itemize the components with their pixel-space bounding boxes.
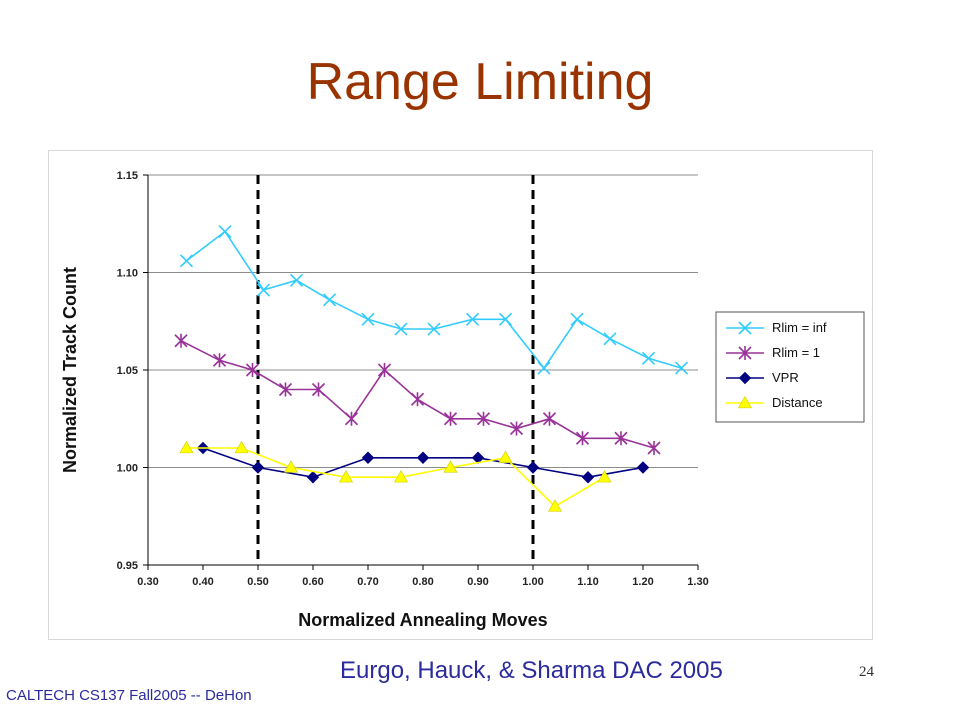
data-point (212, 353, 227, 368)
data-point (361, 312, 375, 326)
data-point (234, 440, 249, 454)
data-point (443, 411, 458, 426)
legend-entry-label: VPR (772, 370, 799, 385)
series-distance (179, 440, 612, 512)
reference-lines (256, 175, 535, 565)
chart-frame: 0.95 1.00 1.05 1.10 1.15 0.30 0.40 0.50 0.60 0.70… (48, 150, 873, 640)
data-point (394, 322, 408, 336)
data-point (427, 322, 441, 336)
data-point (322, 293, 337, 307)
data-point (547, 499, 563, 512)
data-point (443, 460, 458, 473)
data-point (251, 461, 265, 474)
series-rlim-1 (174, 333, 661, 455)
legend-entry-label: Distance (772, 395, 823, 410)
data-point (575, 431, 590, 446)
gridlines (148, 174, 698, 566)
series-rlim-inf (179, 224, 689, 375)
line-chart: 0.95 1.00 1.05 1.10 1.15 0.30 0.40 0.50 0.60 0.70… (48, 150, 873, 640)
data-point (338, 470, 354, 483)
data-point (410, 392, 425, 407)
data-point (641, 351, 656, 365)
x-tick-label: 1.20 (632, 576, 653, 588)
data-point (542, 411, 557, 426)
slide-title: Range Limiting (306, 53, 654, 111)
data-point (581, 471, 595, 484)
x-axis-label: Normalized Annealing Moves (298, 610, 547, 630)
data-point (537, 361, 551, 375)
axes: 0.95 1.00 1.05 1.10 1.15 0.30 0.40 0.50 0.60 0.70… (117, 170, 709, 588)
legend-entry-label: Rlim = 1 (772, 345, 820, 360)
y-tick-label: 1.15 (117, 170, 138, 182)
series-vpr (196, 441, 650, 484)
data-point (361, 451, 375, 464)
y-tick-label: 1.10 (117, 268, 138, 280)
citation: Eurgo, Hauck, & Sharma DAC 2005 (340, 657, 723, 684)
x-tick-label: 0.50 (247, 576, 268, 588)
data-point (603, 332, 617, 346)
series-layer (174, 224, 689, 512)
data-point (647, 441, 661, 455)
data-point (498, 450, 513, 463)
x-tick-label: 0.60 (302, 576, 323, 588)
legend: Rlim = inf Rlim = 1 VPR Distance (715, 311, 865, 423)
y-tick-label: 1.05 (117, 365, 138, 377)
data-point (377, 363, 392, 377)
x-tick-label: 0.80 (412, 576, 433, 588)
data-point (393, 470, 409, 483)
data-point (498, 312, 513, 326)
data-point (245, 363, 260, 377)
y-axis-label: Normalized Track Count (60, 267, 80, 473)
data-point (289, 273, 304, 287)
x-tick-label: 0.40 (192, 576, 213, 588)
y-tick-label: 1.00 (117, 463, 138, 475)
y-tick-label: 0.95 (117, 560, 138, 572)
data-point (597, 470, 612, 483)
data-point (614, 431, 628, 446)
data-point (179, 254, 194, 268)
data-point (278, 382, 293, 397)
data-point (738, 346, 752, 360)
data-point (570, 312, 584, 326)
data-point (737, 395, 753, 409)
data-point (526, 461, 540, 474)
x-tick-label: 0.30 (137, 576, 158, 588)
x-tick-label: 1.10 (577, 576, 598, 588)
x-tick-label: 1.30 (687, 576, 708, 588)
page-number: 24 (859, 664, 874, 680)
x-tick-label: 1.00 (522, 576, 543, 588)
footer-course-label: CALTECH CS137 Fall2005 -- DeHon (6, 687, 252, 704)
legend-entry-label: Rlim = inf (772, 320, 827, 335)
data-point (174, 333, 188, 348)
data-point (476, 411, 491, 426)
data-point (636, 461, 650, 474)
data-point (344, 411, 359, 426)
data-point (179, 440, 194, 454)
data-point (306, 471, 320, 484)
x-tick-label: 0.90 (467, 576, 488, 588)
data-point (416, 451, 430, 464)
data-point (256, 283, 271, 297)
data-point (738, 371, 752, 385)
data-point (311, 382, 326, 397)
data-point (509, 421, 524, 436)
data-point (674, 361, 689, 375)
data-point (465, 312, 480, 326)
x-tick-label: 0.70 (357, 576, 378, 588)
data-point (218, 224, 232, 239)
data-point (283, 460, 299, 473)
data-point (738, 321, 752, 335)
